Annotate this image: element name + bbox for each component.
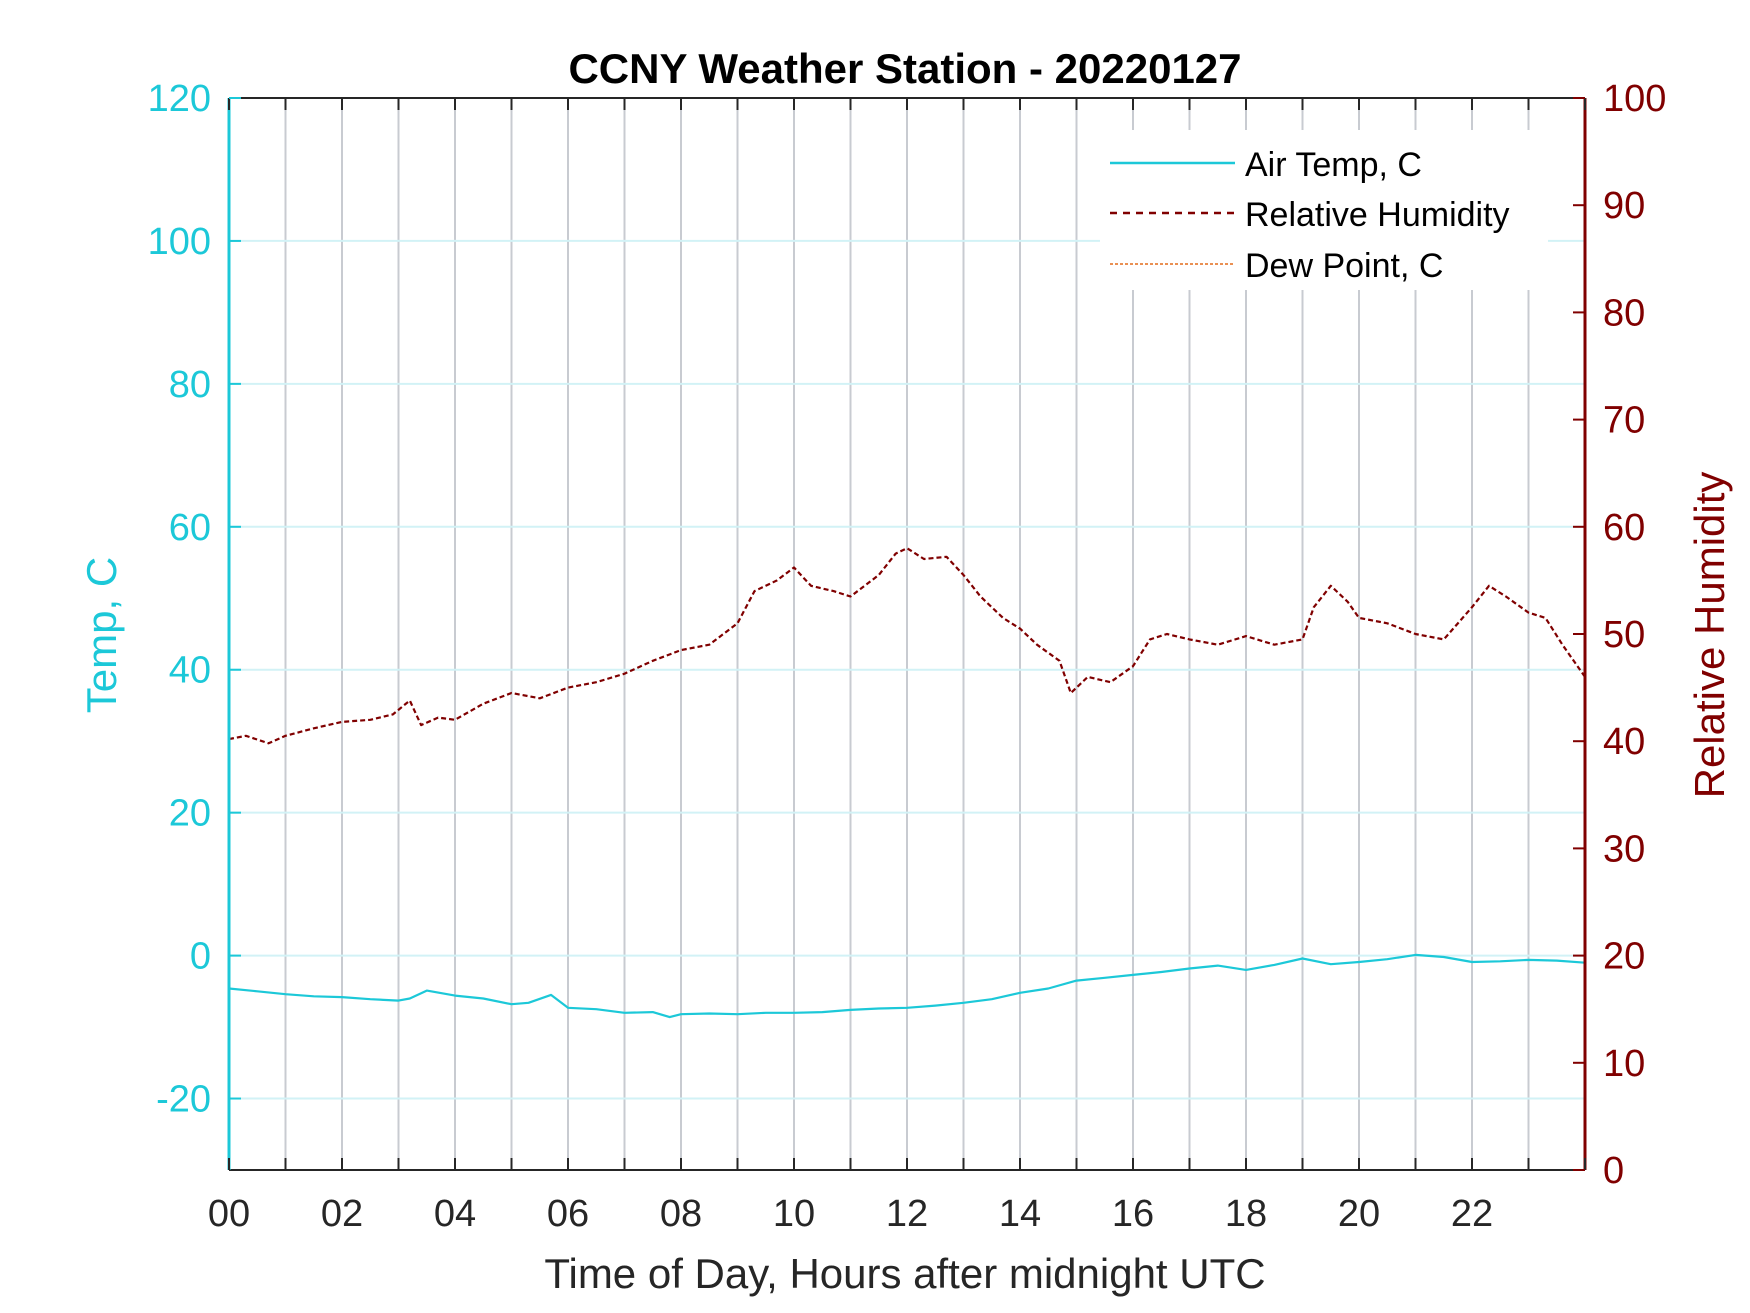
- y-right-tick-label: 90: [1603, 185, 1645, 227]
- y-right-tick-label: 20: [1603, 936, 1645, 978]
- x-tick-label: 20: [1338, 1193, 1380, 1235]
- x-tick-label: 14: [999, 1193, 1041, 1235]
- y-right-tick-label: 10: [1603, 1043, 1645, 1085]
- tick-labels: 00 02 04 06 08 10 12 14 16 18 20 22-200204060801001…: [148, 78, 1667, 1235]
- series-relative-humidity: [228, 547, 1586, 745]
- y-left-tick-label: 40: [169, 650, 211, 692]
- y-right-tick-label: 70: [1603, 400, 1645, 442]
- x-tick-label: 10: [773, 1193, 815, 1235]
- y-left-tick-label: 100: [148, 221, 211, 263]
- x-tick-label: 08: [660, 1193, 702, 1235]
- y-right-tick-label: 60: [1603, 507, 1645, 549]
- legend-label-relative-humidity: Relative Humidity: [1245, 196, 1510, 234]
- y-left-tick-label: -20: [156, 1079, 211, 1121]
- x-tick-label: 12: [886, 1193, 928, 1235]
- y-axis-left-label: Temp, C: [78, 557, 125, 713]
- legend-label-dew-point: Dew Point, C: [1245, 247, 1443, 285]
- y-right-tick-label: 80: [1603, 292, 1645, 334]
- y-right-tick-label: 50: [1603, 614, 1645, 656]
- y-right-tick-label: 100: [1603, 78, 1666, 120]
- x-tick-label: 00: [208, 1193, 250, 1235]
- x-tick-label: 02: [321, 1193, 363, 1235]
- legend-box: [1100, 130, 1548, 290]
- legend: Air Temp, C Relative Humidity Dew Point,…: [1100, 130, 1548, 290]
- y-left-tick-label: 80: [169, 364, 211, 406]
- x-tick-label: 06: [547, 1193, 589, 1235]
- y-axis-right-label: Relative Humidity: [1686, 472, 1733, 799]
- axes: [227, 97, 1587, 1171]
- legend-label-air-temp: Air Temp, C: [1245, 146, 1422, 184]
- grid-lines: [229, 98, 1585, 1170]
- x-tick-label: 16: [1112, 1193, 1154, 1235]
- chart-title: CCNY Weather Station - 20220127: [568, 45, 1241, 92]
- y-right-tick-label: 40: [1603, 721, 1645, 763]
- y-right-tick-label: 30: [1603, 828, 1645, 870]
- y-left-tick-label: 60: [169, 507, 211, 549]
- y-left-tick-label: 20: [169, 793, 211, 835]
- x-tick-label: 18: [1225, 1193, 1267, 1235]
- y-left-tick-label: 120: [148, 78, 211, 120]
- x-axis-label: Time of Day, Hours after midnight UTC: [544, 1250, 1265, 1297]
- series-air-temp: [228, 953, 1586, 1019]
- data-series: [228, 547, 1586, 1019]
- x-tick-label: 22: [1451, 1193, 1493, 1235]
- y-left-tick-label: 0: [190, 936, 211, 978]
- y-right-tick-label: 0: [1603, 1150, 1624, 1192]
- x-tick-label: 04: [434, 1193, 476, 1235]
